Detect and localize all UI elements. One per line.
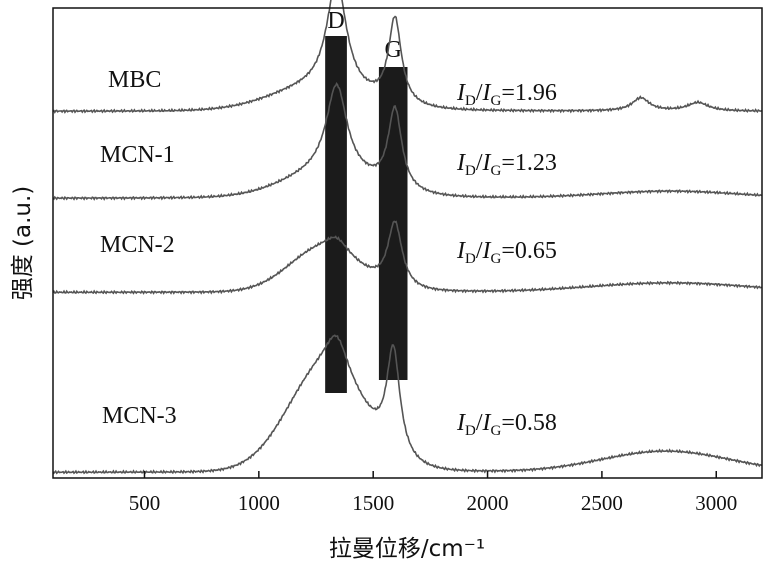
ratio-label-mbc: ID/IG=1.96	[456, 80, 557, 109]
y-axis-title: 强度 (a.u.)	[10, 186, 36, 301]
series-label-mbc: MBC	[108, 67, 161, 93]
band-d	[325, 36, 347, 393]
spectra-lines	[52, 0, 763, 475]
series-line-mcn-3	[52, 334, 763, 475]
ratio-label-mcn-3: ID/IG=0.58	[456, 410, 557, 439]
series-line-mcn-1	[52, 82, 763, 201]
series-labels: MBC ID/IG=1.96 MCN-1 ID/IG=1.23 MCN-2 ID/IG=0…	[100, 67, 557, 439]
series-label-mcn-3: MCN-3	[102, 403, 177, 429]
x-axis-ticks: 500 1000 1500 2000 2500 3000	[129, 471, 737, 515]
x-tick-label: 2500	[581, 491, 623, 515]
plot-frame	[52, 7, 763, 479]
x-tick-label: 1000	[238, 491, 280, 515]
x-axis-title: 拉曼位移/cm⁻¹	[329, 536, 485, 562]
band-label-d: D	[327, 8, 344, 34]
series-line-mbc	[53, 0, 763, 114]
series-label-mcn-1: MCN-1	[100, 142, 175, 168]
x-tick-label: 3000	[695, 491, 737, 515]
band-highlights: DG	[325, 8, 408, 393]
x-tick-label: 500	[129, 491, 161, 515]
x-tick-label: 1500	[352, 491, 394, 515]
x-tick-label: 2000	[467, 491, 509, 515]
ratio-label-mcn-1: ID/IG=1.23	[456, 150, 557, 179]
series-label-mcn-2: MCN-2	[100, 232, 175, 258]
ratio-label-mcn-2: ID/IG=0.65	[456, 238, 557, 267]
series-line-mcn-2	[52, 220, 763, 295]
